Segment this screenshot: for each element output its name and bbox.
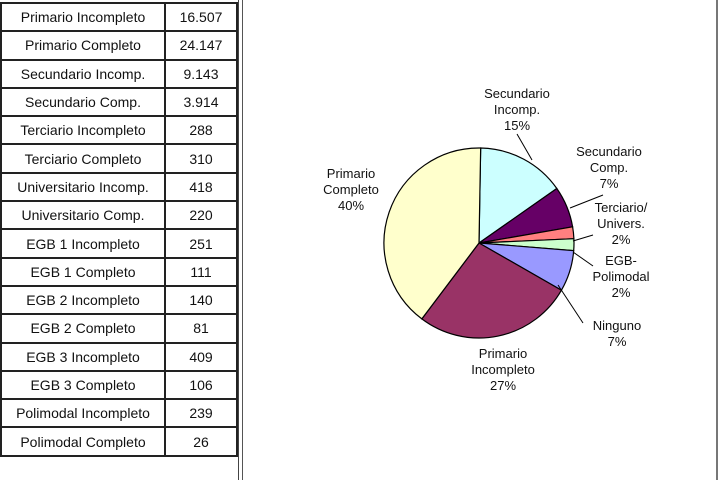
row-value: 239 xyxy=(164,398,238,429)
data-table-panel: Primario Incompleto 16.507 Primario Comple… xyxy=(0,0,239,480)
slice-label: Incomp. xyxy=(494,102,540,117)
row-label: EGB 2 Incompleto xyxy=(0,284,166,316)
row-label: Polimodal Incompleto xyxy=(0,398,166,429)
table-row: Primario Incompleto 16.507 xyxy=(0,1,238,33)
table-row: Universitario Comp. 220 xyxy=(0,200,238,231)
slice-label: Incompleto xyxy=(471,362,535,377)
row-value: 3.914 xyxy=(164,86,238,118)
leader-line xyxy=(572,251,594,267)
slice-label: Secundario xyxy=(576,144,642,159)
slice-label: Terciario/ xyxy=(595,200,648,215)
slice-label: EGB- xyxy=(605,253,637,268)
slice-label: 7% xyxy=(600,176,619,191)
row-value: 111 xyxy=(164,256,238,287)
row-value: 26 xyxy=(164,426,238,457)
row-value: 251 xyxy=(164,228,238,259)
slice-label: Ninguno xyxy=(593,318,641,333)
table-row: Secundario Incomp. 9.143 xyxy=(0,58,238,89)
pie-slice xyxy=(478,147,558,245)
table-row: Polimodal Incompleto 239 xyxy=(0,398,238,429)
row-label: Universitario Incomp. xyxy=(0,171,166,203)
slice-label: 2% xyxy=(612,285,631,300)
table-row: EGB 2 Incompleto 140 xyxy=(0,284,238,316)
leader-line xyxy=(516,133,533,161)
row-label: EGB 1 Incompleto xyxy=(0,228,166,259)
slice-label: 40% xyxy=(338,198,364,213)
table-row: Polimodal Completo 26 xyxy=(0,426,238,457)
leader-line xyxy=(569,194,604,209)
row-value: 106 xyxy=(164,369,238,401)
row-label: Polimodal Completo xyxy=(0,426,166,457)
row-label: Terciario Completo xyxy=(0,143,166,174)
table-row: Universitario Incomp. 418 xyxy=(0,171,238,203)
table-row: Terciario Incompleto 288 xyxy=(0,115,238,146)
pie-chart-panel: Secundario Incomp. 15% Secundario Comp. 7% Ter… xyxy=(242,0,718,480)
row-value: 310 xyxy=(164,143,238,174)
row-label: EGB 1 Completo xyxy=(0,256,166,287)
table-row: EGB 3 Completo 106 xyxy=(0,369,238,401)
table-row: EGB 1 Completo 111 xyxy=(0,256,238,287)
slice-label: Primario xyxy=(327,166,375,181)
leader-line xyxy=(572,234,594,242)
row-label: EGB 3 Incompleto xyxy=(0,341,166,372)
slice-label: 15% xyxy=(504,118,530,133)
row-label: EGB 3 Completo xyxy=(0,369,166,401)
row-value: 418 xyxy=(164,171,238,203)
row-value: 409 xyxy=(164,341,238,372)
slice-label: Completo xyxy=(323,182,379,197)
slice-label: Primario xyxy=(479,346,527,361)
slice-label: Comp. xyxy=(590,160,628,175)
row-value: 220 xyxy=(164,200,238,231)
row-value: 9.143 xyxy=(164,58,238,89)
table-row: Terciario Completo 310 xyxy=(0,143,238,174)
slice-label: 27% xyxy=(490,378,516,393)
row-label: Secundario Comp. xyxy=(0,86,166,118)
row-value: 16.507 xyxy=(164,1,238,33)
row-value: 288 xyxy=(164,115,238,146)
slice-label: 7% xyxy=(608,334,627,349)
slice-label: 2% xyxy=(612,232,631,247)
slice-label: Polimodal xyxy=(592,269,649,284)
row-label: Primario Completo xyxy=(0,30,166,61)
table-row: EGB 1 Incompleto 251 xyxy=(0,228,238,259)
pie-slice xyxy=(420,242,563,339)
pie-chart: SecundarioIncomp.15%SecundarioComp.7%Ter… xyxy=(323,86,649,393)
slice-label: Univers. xyxy=(597,216,645,231)
table-row: Primario Completo 24.147 xyxy=(0,30,238,61)
row-value: 140 xyxy=(164,284,238,316)
row-label: EGB 2 Completo xyxy=(0,313,166,344)
table-row: EGB 3 Incompleto 409 xyxy=(0,341,238,372)
education-table: Primario Incompleto 16.507 Primario Comple… xyxy=(0,1,238,457)
table-row: Secundario Comp. 3.914 xyxy=(0,86,238,118)
row-label: Secundario Incomp. xyxy=(0,58,166,89)
row-label: Primario Incompleto xyxy=(0,1,166,33)
row-value: 81 xyxy=(164,313,238,344)
table-row: EGB 2 Completo 81 xyxy=(0,313,238,344)
row-label: Terciario Incompleto xyxy=(0,115,166,146)
row-value: 24.147 xyxy=(164,30,238,61)
leader-line xyxy=(557,284,584,324)
row-label: Universitario Comp. xyxy=(0,200,166,231)
slice-label: Secundario xyxy=(484,86,550,101)
pie-slice xyxy=(383,147,482,320)
